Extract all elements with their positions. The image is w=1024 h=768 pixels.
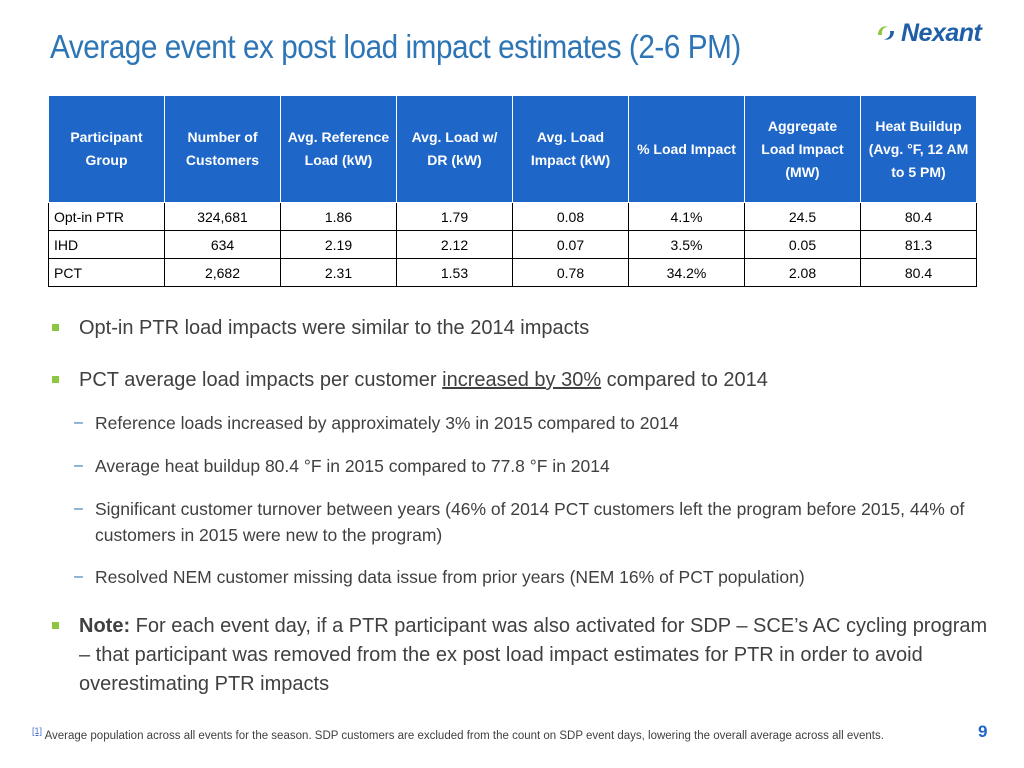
header-avg-reference-load: Avg. Reference Load (kW)	[280, 95, 397, 203]
sub-bullet-item: – Reference loads increased by approxima…	[50, 410, 990, 436]
table-cell: 3.5%	[628, 230, 745, 259]
table-row: IHD 634 2.19 2.12 0.07 3.5% 0.05 81.3	[48, 230, 977, 259]
nexant-swirl-icon	[878, 26, 894, 40]
table-cell: 34.2%	[628, 258, 745, 287]
table-cell: 634	[164, 230, 281, 259]
square-bullet-icon	[52, 324, 59, 331]
table-cell: 0.08	[512, 202, 629, 231]
table-cell: 2.31	[280, 258, 397, 287]
header-number-of-customers: Number of Customers	[164, 95, 281, 203]
load-impact-table: Participant Group Number of Customers Av…	[48, 95, 977, 287]
table-cell: Opt-in PTR	[48, 202, 165, 231]
sub-bullet-text: Reference loads increased by approximate…	[95, 413, 679, 433]
header-avg-load-with-dr: Avg. Load w/ DR (kW)	[396, 95, 513, 203]
table-cell: 0.07	[512, 230, 629, 259]
note-text: For each event day, if a PTR participant…	[79, 615, 988, 695]
page-number: 9	[978, 722, 988, 741]
sub-bullet-text: Significant customer turnover between ye…	[95, 499, 965, 545]
footnote-text: Average population across all events for…	[42, 729, 884, 742]
header-aggregate-load-impact: Aggregate Load Impact (MW)	[744, 95, 861, 203]
dash-bullet-icon: –	[74, 568, 83, 585]
bullet-text-underlined: increased by 30%	[442, 369, 602, 391]
table-cell: IHD	[48, 230, 165, 259]
bullet-text-pre: PCT average load impacts per customer	[79, 369, 443, 391]
table-cell: 4.1%	[628, 202, 745, 231]
bullet-item: PCT average load impacts per customer in…	[50, 366, 990, 395]
nexant-logo: Nexant	[874, 18, 982, 48]
logo-text: Nexant	[901, 18, 982, 47]
footnote: [1] Average population across all events…	[32, 723, 932, 745]
bullet-item-note: Note: For each event day, if a PTR parti…	[50, 612, 990, 699]
table-cell: 2.12	[396, 230, 513, 259]
table-cell: PCT	[48, 258, 165, 287]
table-cell: 0.05	[744, 230, 861, 259]
header-participant-group: Participant Group	[48, 95, 165, 203]
footnote-ref-link[interactable]: [1]	[32, 726, 43, 736]
header-percent-load-impact: % Load Impact	[628, 95, 745, 203]
table-row: Opt-in PTR 324,681 1.86 1.79 0.08 4.1% 2…	[48, 202, 977, 231]
sub-bullet-text: Resolved NEM customer missing data issue…	[95, 567, 805, 587]
header-avg-load-impact: Avg. Load Impact (kW)	[512, 95, 629, 203]
bullet-list: Opt-in PTR load impacts were similar to …	[50, 300, 990, 699]
sub-bullet-item: – Resolved NEM customer missing data iss…	[50, 564, 990, 590]
dash-bullet-icon: –	[74, 500, 83, 517]
dash-bullet-icon: –	[74, 457, 83, 474]
table-cell: 2.19	[280, 230, 397, 259]
table-cell: 81.3	[860, 230, 977, 259]
slide-title: Average event ex post load impact estima…	[50, 28, 741, 65]
table-header-row: Participant Group Number of Customers Av…	[48, 95, 977, 203]
square-bullet-icon	[52, 622, 59, 629]
table-cell: 1.53	[396, 258, 513, 287]
table-cell: 2.08	[744, 258, 861, 287]
dash-bullet-icon: –	[74, 414, 83, 431]
table-cell: 0.78	[512, 258, 629, 287]
sub-bullet-item: – Average heat buildup 80.4 °F in 2015 c…	[50, 453, 990, 479]
table-cell: 24.5	[744, 202, 861, 231]
note-label: Note:	[79, 615, 131, 637]
sub-bullet-text: Average heat buildup 80.4 °F in 2015 com…	[95, 456, 610, 476]
table-cell: 1.79	[396, 202, 513, 231]
sub-bullet-item: – Significant customer turnover between …	[50, 496, 990, 548]
table-row: PCT 2,682 2.31 1.53 0.78 34.2% 2.08 80.4	[48, 258, 977, 287]
table-cell: 80.4	[860, 202, 977, 231]
square-bullet-icon	[52, 376, 59, 383]
table-cell: 1.86	[280, 202, 397, 231]
bullet-item: Opt-in PTR load impacts were similar to …	[50, 314, 990, 343]
table-cell: 324,681	[164, 202, 281, 231]
bullet-text-post: compared to 2014	[601, 369, 768, 391]
table-cell: 80.4	[860, 258, 977, 287]
table-cell: 2,682	[164, 258, 281, 287]
header-heat-buildup: Heat Buildup (Avg. °F, 12 AM to 5 PM)	[860, 95, 977, 203]
bullet-text: Opt-in PTR load impacts were similar to …	[79, 317, 590, 339]
